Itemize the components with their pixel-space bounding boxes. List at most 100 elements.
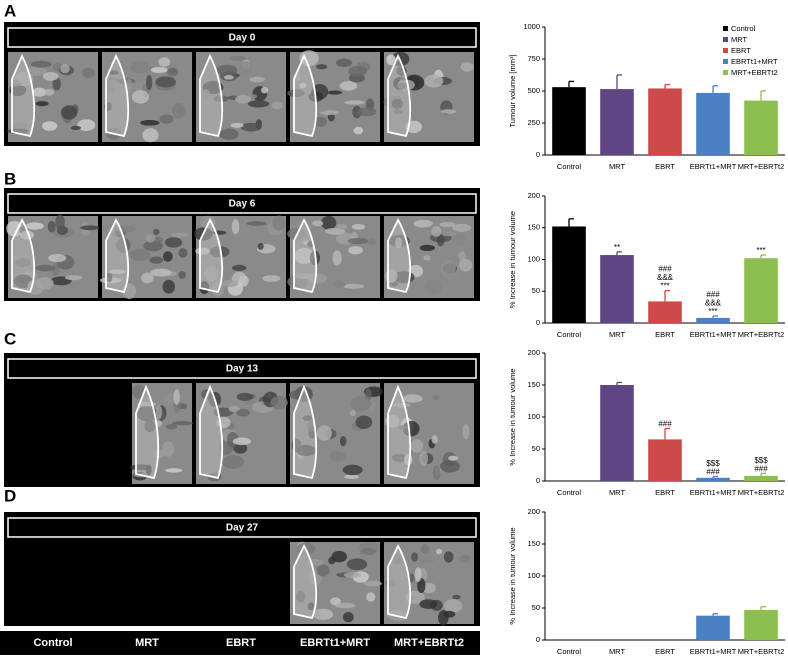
mri-texture <box>402 394 423 403</box>
panel-label: B <box>4 169 16 188</box>
y-tick-label: 150 <box>527 380 540 389</box>
error-bar <box>712 613 718 616</box>
mri-texture <box>347 237 369 245</box>
mri-texture <box>417 577 426 594</box>
mri-texture <box>432 394 440 400</box>
significance-label: &&& <box>657 273 674 282</box>
x-tick-label: MRT+EBRTt2 <box>738 647 785 656</box>
y-axis-label: % Increase in tumour volume <box>508 368 517 465</box>
mri-texture <box>257 242 264 250</box>
mri-texture <box>360 547 377 556</box>
error-bar <box>712 315 718 318</box>
bar <box>696 317 730 323</box>
error-bar <box>760 606 766 610</box>
mri-texture <box>219 128 239 140</box>
error-bar <box>568 80 574 88</box>
panel-label: A <box>4 1 16 20</box>
bar <box>600 385 634 481</box>
bar <box>744 475 778 481</box>
mri-texture <box>159 114 174 124</box>
mri-texture <box>129 248 151 262</box>
mri-texture <box>452 223 472 232</box>
x-tick-label: MRT+EBRTt2 <box>738 162 785 171</box>
mri-texture <box>408 573 415 583</box>
mri-texture <box>349 409 356 416</box>
column-label: MRT+EBRTt2 <box>394 637 464 649</box>
x-tick-label: MRT <box>609 488 626 497</box>
mri-texture <box>438 609 449 626</box>
mri-texture <box>420 544 430 555</box>
mri-texture <box>462 424 470 440</box>
mri-texture <box>232 437 252 446</box>
mri-texture <box>260 86 269 94</box>
x-tick-label: MRT+EBRTt2 <box>738 488 785 497</box>
mri-texture <box>171 232 190 238</box>
mri-texture <box>313 116 328 127</box>
column-bar <box>0 631 480 655</box>
error-bar <box>760 90 766 101</box>
mri-texture <box>140 119 160 126</box>
y-tick-label: 200 <box>527 348 540 357</box>
day-label: Day 6 <box>229 199 256 210</box>
error-bar <box>712 85 718 93</box>
mri-texture <box>411 552 419 562</box>
bar <box>600 255 634 323</box>
mri-texture <box>220 280 239 288</box>
mri-texture <box>351 223 366 230</box>
y-tick-label: 200 <box>527 507 540 516</box>
mri-texture <box>172 421 194 426</box>
y-tick-label: 150 <box>527 539 540 548</box>
mri-texture <box>77 119 96 131</box>
mri-texture <box>350 395 372 412</box>
mri-texture <box>165 423 178 430</box>
mri-texture <box>432 465 441 480</box>
mri-texture <box>431 225 442 237</box>
mri-texture <box>443 551 454 563</box>
mri-texture <box>448 455 459 461</box>
mri-texture <box>272 215 286 231</box>
mri-texture <box>232 264 247 272</box>
mri-texture <box>316 425 332 441</box>
mri-texture <box>229 55 246 61</box>
mri-texture <box>339 435 347 447</box>
y-tick-label: 750 <box>527 54 540 63</box>
mri-texture <box>414 567 422 582</box>
mri-texture <box>271 101 283 110</box>
y-tick-label: 50 <box>532 603 540 612</box>
mri-texture <box>35 101 49 107</box>
mri-texture <box>163 392 176 406</box>
mri-texture <box>262 275 281 282</box>
y-tick-label: 250 <box>527 118 540 127</box>
y-tick-label: 0 <box>536 318 540 327</box>
mri-texture <box>145 234 156 243</box>
day-label: Day 27 <box>226 523 259 534</box>
mri-texture <box>439 231 457 237</box>
y-tick-label: 100 <box>527 571 540 580</box>
legend-swatch <box>723 70 728 75</box>
x-tick-label: EBRTt1+MRT <box>690 162 737 171</box>
bar <box>744 100 778 155</box>
y-tick-label: 50 <box>532 286 540 295</box>
mri-texture <box>172 103 186 119</box>
mri-texture <box>356 107 377 117</box>
mri-texture <box>52 77 61 91</box>
y-axis-label: % Increase in tumour volume <box>508 527 517 624</box>
x-tick-label: EBRTt1+MRT <box>690 330 737 339</box>
mri-texture <box>150 268 172 277</box>
mri-texture <box>150 67 168 74</box>
tumour-outline <box>387 218 412 294</box>
mri-texture <box>424 74 444 88</box>
day-bar <box>7 27 477 48</box>
mri-texture <box>312 220 324 227</box>
mri-texture <box>142 128 159 143</box>
significance-label: *** <box>756 246 765 255</box>
mri-texture <box>413 219 433 228</box>
mri-texture <box>249 94 258 99</box>
mri-texture <box>52 262 60 276</box>
mri-texture <box>131 90 150 104</box>
tumour-outline <box>387 53 411 138</box>
y-tick-label: 500 <box>527 86 540 95</box>
mri-texture <box>419 599 438 609</box>
significance-label: ### <box>706 290 720 299</box>
